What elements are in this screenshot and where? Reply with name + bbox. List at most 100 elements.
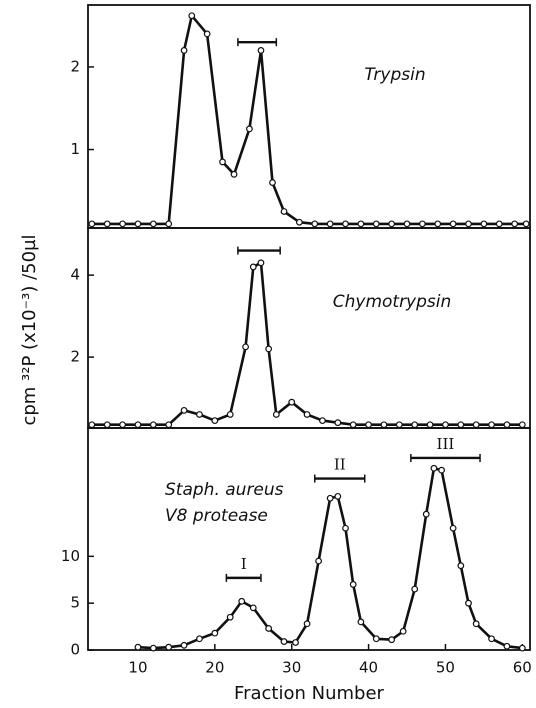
data-point bbox=[334, 419, 342, 427]
data-point bbox=[149, 220, 157, 228]
data-point bbox=[465, 220, 472, 228]
data-point bbox=[292, 639, 299, 646]
data-point bbox=[380, 421, 388, 429]
data-point bbox=[326, 220, 334, 228]
data-point bbox=[103, 220, 111, 228]
data-point bbox=[149, 421, 157, 429]
data-point bbox=[472, 421, 480, 429]
data-point bbox=[430, 464, 438, 472]
y-tick-label: 0 bbox=[70, 641, 80, 659]
y-tick-label: 10 bbox=[61, 547, 80, 565]
data-point bbox=[180, 47, 188, 54]
data-point bbox=[272, 411, 280, 418]
y-tick-label: 2 bbox=[70, 57, 80, 75]
data-point bbox=[246, 125, 253, 133]
x-tick-label: 30 bbox=[282, 659, 301, 677]
data-point bbox=[134, 643, 142, 651]
data-point bbox=[288, 398, 296, 406]
data-point bbox=[518, 644, 526, 652]
y-tick-label: 4 bbox=[70, 266, 80, 284]
data-point bbox=[165, 220, 173, 228]
y-axis-label: cpm ³²P (x10⁻³) /50µl bbox=[19, 234, 40, 425]
y-tick-label: 1 bbox=[70, 140, 80, 158]
data-point bbox=[257, 47, 265, 54]
annotation: Staph. aureus bbox=[165, 480, 284, 500]
data-point bbox=[434, 220, 442, 228]
data-point bbox=[257, 259, 265, 267]
data-point bbox=[280, 208, 288, 215]
range-label: I bbox=[241, 555, 247, 573]
y-tick-label: 2 bbox=[70, 348, 80, 366]
data-point bbox=[511, 220, 519, 228]
data-point bbox=[134, 220, 142, 228]
data-point bbox=[88, 421, 96, 429]
data-point bbox=[399, 627, 407, 635]
y-tick-label: 5 bbox=[70, 594, 80, 612]
data-point bbox=[249, 263, 257, 271]
data-point bbox=[188, 12, 196, 20]
data-point bbox=[196, 411, 203, 418]
panel-frame bbox=[87, 227, 531, 429]
data-point bbox=[357, 618, 365, 626]
data-point bbox=[388, 220, 396, 228]
data-point bbox=[349, 421, 357, 429]
data-point bbox=[196, 635, 203, 643]
data-point bbox=[518, 421, 526, 429]
data-point bbox=[226, 613, 234, 621]
data-point bbox=[311, 220, 319, 228]
data-point bbox=[280, 638, 288, 645]
data-point bbox=[203, 30, 211, 38]
data-point bbox=[219, 158, 226, 166]
data-point bbox=[495, 220, 503, 228]
data-point bbox=[411, 585, 419, 593]
data-point bbox=[372, 635, 380, 643]
data-point bbox=[119, 220, 126, 228]
data-point bbox=[265, 625, 273, 632]
data-point bbox=[295, 218, 303, 226]
range-label: II bbox=[334, 456, 346, 474]
data-point bbox=[265, 345, 273, 353]
data-point bbox=[165, 421, 173, 429]
data-point bbox=[442, 421, 449, 429]
data-point bbox=[103, 421, 111, 429]
x-tick-label: 20 bbox=[205, 659, 224, 677]
data-point bbox=[522, 220, 530, 228]
annotation: Chymotrypsin bbox=[333, 292, 452, 312]
data-point bbox=[249, 604, 257, 612]
curve bbox=[91, 14, 527, 226]
x-tick-label: 50 bbox=[436, 659, 455, 677]
data-point bbox=[488, 421, 495, 429]
data-point bbox=[303, 620, 311, 628]
curve bbox=[91, 261, 523, 427]
data-point bbox=[457, 562, 465, 570]
data-point bbox=[449, 220, 457, 228]
data-point bbox=[226, 411, 234, 418]
data-point bbox=[342, 524, 349, 532]
data-point bbox=[149, 644, 157, 652]
data-point bbox=[457, 421, 465, 429]
annotation: Trypsin bbox=[364, 65, 425, 85]
data-point bbox=[365, 421, 372, 429]
data-point bbox=[119, 421, 126, 429]
data-point bbox=[134, 421, 142, 429]
data-point bbox=[349, 581, 357, 588]
annotation: V8 protease bbox=[165, 506, 268, 526]
data-point bbox=[303, 411, 311, 418]
data-point bbox=[88, 220, 96, 228]
data-point bbox=[242, 343, 249, 351]
data-point bbox=[465, 599, 472, 607]
data-point bbox=[211, 629, 219, 637]
data-point bbox=[165, 643, 173, 651]
data-point bbox=[472, 620, 480, 628]
data-point bbox=[503, 642, 511, 650]
data-point bbox=[418, 220, 426, 228]
data-point bbox=[411, 421, 419, 429]
data-point bbox=[334, 492, 342, 500]
data-point bbox=[426, 421, 434, 429]
data-point bbox=[403, 220, 411, 228]
x-tick-label: 10 bbox=[128, 659, 147, 677]
data-point bbox=[488, 635, 495, 643]
x-axis-label: Fraction Number bbox=[234, 683, 384, 704]
x-tick-label: 40 bbox=[359, 659, 378, 677]
